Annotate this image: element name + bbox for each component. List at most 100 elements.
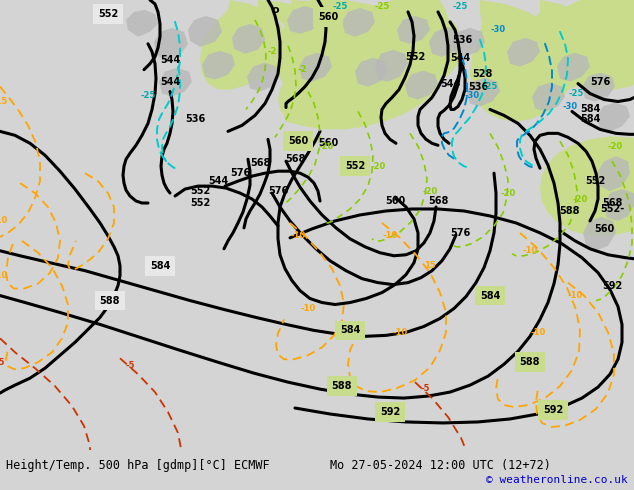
Polygon shape bbox=[575, 0, 634, 87]
Polygon shape bbox=[597, 102, 630, 131]
Polygon shape bbox=[467, 77, 500, 106]
Text: 576: 576 bbox=[450, 228, 470, 238]
Polygon shape bbox=[397, 16, 430, 44]
Text: -10: -10 bbox=[0, 271, 8, 280]
Text: 588: 588 bbox=[100, 295, 120, 306]
Text: -20: -20 bbox=[370, 162, 385, 171]
Text: -30: -30 bbox=[562, 102, 578, 111]
Text: 544: 544 bbox=[208, 176, 228, 186]
Text: -10: -10 bbox=[567, 291, 583, 300]
Text: 592: 592 bbox=[602, 281, 622, 291]
Text: 552: 552 bbox=[190, 198, 210, 208]
Text: -15: -15 bbox=[0, 97, 8, 106]
Polygon shape bbox=[470, 0, 572, 122]
Polygon shape bbox=[557, 53, 590, 82]
Text: 536: 536 bbox=[468, 81, 488, 92]
Text: 560: 560 bbox=[318, 12, 338, 22]
Text: 568: 568 bbox=[428, 196, 448, 206]
Text: 560: 560 bbox=[385, 196, 405, 206]
Text: -10: -10 bbox=[531, 328, 546, 337]
Text: 552: 552 bbox=[345, 161, 365, 171]
Polygon shape bbox=[582, 73, 615, 101]
Polygon shape bbox=[583, 217, 616, 251]
Text: 560: 560 bbox=[288, 136, 308, 147]
Text: 592: 592 bbox=[380, 407, 400, 417]
Text: © weatheronline.co.uk: © weatheronline.co.uk bbox=[486, 475, 628, 485]
Polygon shape bbox=[232, 24, 265, 54]
Text: -25: -25 bbox=[452, 2, 468, 11]
Text: -10: -10 bbox=[290, 231, 306, 241]
Polygon shape bbox=[540, 136, 634, 236]
Text: -30: -30 bbox=[465, 91, 479, 100]
Text: 544: 544 bbox=[440, 78, 460, 89]
Text: 552: 552 bbox=[98, 9, 118, 19]
Polygon shape bbox=[342, 8, 375, 37]
Text: -20: -20 bbox=[422, 187, 437, 196]
Polygon shape bbox=[597, 156, 630, 191]
Text: -5: -5 bbox=[126, 361, 135, 370]
Polygon shape bbox=[507, 38, 540, 67]
Text: -2: -2 bbox=[297, 65, 307, 74]
Text: -10: -10 bbox=[392, 328, 408, 337]
Text: 552: 552 bbox=[405, 52, 425, 62]
Text: 568: 568 bbox=[250, 158, 270, 168]
Polygon shape bbox=[258, 0, 372, 123]
Text: 588: 588 bbox=[520, 357, 540, 367]
Text: 584: 584 bbox=[480, 291, 500, 300]
Text: 560: 560 bbox=[318, 138, 338, 148]
Polygon shape bbox=[200, 0, 286, 90]
Text: -25: -25 bbox=[568, 89, 584, 98]
Text: 544: 544 bbox=[160, 76, 180, 87]
Polygon shape bbox=[512, 0, 600, 94]
Text: 584: 584 bbox=[150, 261, 170, 270]
Text: -5: -5 bbox=[0, 358, 4, 367]
Polygon shape bbox=[275, 0, 402, 103]
Polygon shape bbox=[372, 0, 462, 90]
Text: 15: 15 bbox=[424, 261, 436, 270]
Text: -25: -25 bbox=[482, 82, 498, 91]
Text: 552-: 552- bbox=[600, 204, 624, 214]
Text: -5: -5 bbox=[420, 384, 430, 392]
Text: -10: -10 bbox=[522, 246, 538, 255]
Polygon shape bbox=[126, 10, 158, 37]
Text: -20: -20 bbox=[500, 189, 515, 197]
Text: 552: 552 bbox=[190, 186, 210, 196]
Polygon shape bbox=[298, 0, 362, 47]
Polygon shape bbox=[452, 28, 485, 57]
Text: 560: 560 bbox=[594, 224, 614, 234]
Polygon shape bbox=[154, 28, 188, 62]
Text: 588: 588 bbox=[560, 206, 580, 216]
Text: 536: 536 bbox=[185, 115, 205, 124]
Text: 588: 588 bbox=[332, 381, 353, 391]
Text: -20: -20 bbox=[607, 142, 623, 151]
Polygon shape bbox=[429, 27, 461, 57]
Polygon shape bbox=[532, 83, 565, 111]
Text: 544: 544 bbox=[160, 55, 180, 65]
Polygon shape bbox=[375, 50, 408, 82]
Text: 576: 576 bbox=[268, 186, 288, 196]
Polygon shape bbox=[284, 0, 452, 129]
Text: -10: -10 bbox=[382, 231, 398, 241]
Text: 544: 544 bbox=[450, 53, 470, 63]
Polygon shape bbox=[405, 71, 438, 99]
Text: -10: -10 bbox=[0, 217, 8, 225]
Polygon shape bbox=[159, 68, 192, 97]
Text: -20: -20 bbox=[318, 142, 333, 151]
Polygon shape bbox=[604, 189, 634, 221]
Text: -25: -25 bbox=[140, 91, 156, 100]
Text: o: o bbox=[271, 5, 279, 15]
Text: 568: 568 bbox=[285, 154, 305, 164]
Text: 552: 552 bbox=[585, 176, 605, 186]
Text: 536: 536 bbox=[452, 35, 472, 45]
Polygon shape bbox=[188, 16, 222, 47]
Text: 584: 584 bbox=[340, 325, 360, 335]
Text: -25: -25 bbox=[332, 2, 347, 11]
Text: 568: 568 bbox=[602, 198, 622, 208]
Text: -2: -2 bbox=[268, 47, 277, 56]
Text: 584: 584 bbox=[580, 115, 600, 124]
Text: -30: -30 bbox=[491, 25, 505, 34]
Text: -20: -20 bbox=[573, 195, 588, 203]
Text: 592: 592 bbox=[543, 405, 563, 415]
Text: -10: -10 bbox=[301, 304, 316, 313]
Polygon shape bbox=[355, 58, 388, 87]
